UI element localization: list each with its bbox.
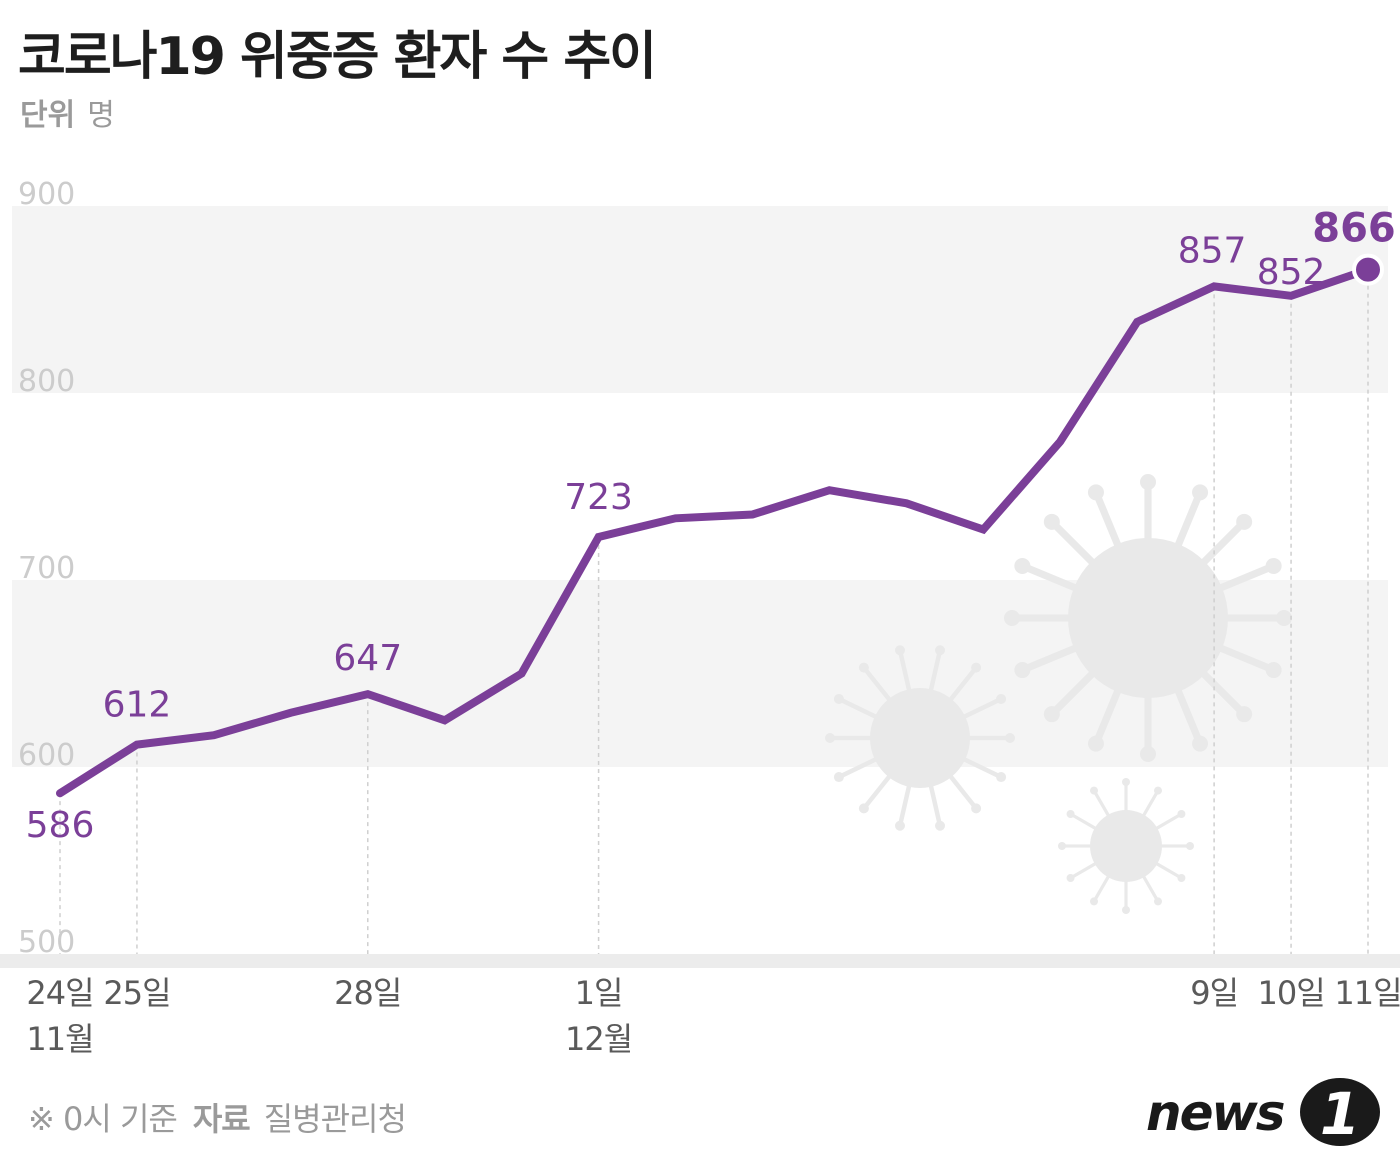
- unit-caption: 단위 명: [20, 90, 115, 134]
- x-tick-day: 28일: [334, 974, 401, 1012]
- virus-icon: [1004, 474, 1292, 762]
- basis-note: ※ 0시 기준: [28, 1100, 178, 1138]
- logo-mark: 1: [1320, 1080, 1360, 1148]
- source-label: 자료: [192, 1100, 251, 1138]
- end-point-marker: [1352, 253, 1384, 286]
- chart-bands: [12, 206, 1388, 767]
- x-axis-ticks: 24일 11월 25일 28일 1일 12월 9일 10일 11일: [26, 974, 1400, 1058]
- virus-icon: [825, 645, 1015, 831]
- data-label: 612: [103, 685, 172, 726]
- data-label: 647: [333, 638, 402, 679]
- drop-lines: [59, 269, 1369, 954]
- data-label: 723: [564, 477, 633, 518]
- logo-text: news: [1146, 1084, 1284, 1142]
- x-tick-day: 11일: [1334, 974, 1400, 1012]
- y-tick-label: 700: [18, 551, 75, 586]
- data-label: 866: [1312, 206, 1396, 252]
- series-path: [56, 265, 1372, 798]
- data-label: 857: [1178, 230, 1247, 271]
- x-tick-day: 25일: [103, 974, 170, 1012]
- x-tick-month: 11월: [26, 1020, 93, 1058]
- x-tick-day: 24일: [26, 974, 93, 1012]
- x-tick-day: 9일: [1190, 974, 1238, 1012]
- unit-value: 명: [87, 98, 115, 133]
- source-value: 질병관리청: [263, 1100, 407, 1138]
- y-tick-label: 900: [18, 177, 75, 212]
- x-axis-baseline: [0, 954, 1400, 968]
- virus-icon: [1058, 778, 1194, 914]
- virus-decoration: [825, 474, 1292, 914]
- unit-label: 단위: [20, 98, 76, 133]
- data-label: 852: [1257, 252, 1326, 293]
- y-tick-label: 800: [18, 364, 75, 399]
- x-tick-month: 12월: [565, 1020, 632, 1058]
- news1-logo: news 1: [1146, 1078, 1380, 1148]
- y-tick-label: 600: [18, 738, 75, 773]
- logo-mark-icon: [1300, 1078, 1380, 1146]
- data-label: 586: [26, 805, 95, 846]
- footer-note: ※ 0시 기준 자료 질병관리청: [28, 1094, 407, 1140]
- band-800-900: [12, 206, 1388, 393]
- series-line: [56, 253, 1384, 798]
- x-tick-day: 10일: [1257, 974, 1324, 1012]
- page-title: 코로나19 위중증 환자 수 추이: [18, 27, 657, 87]
- x-tick-day: 1일: [575, 974, 623, 1012]
